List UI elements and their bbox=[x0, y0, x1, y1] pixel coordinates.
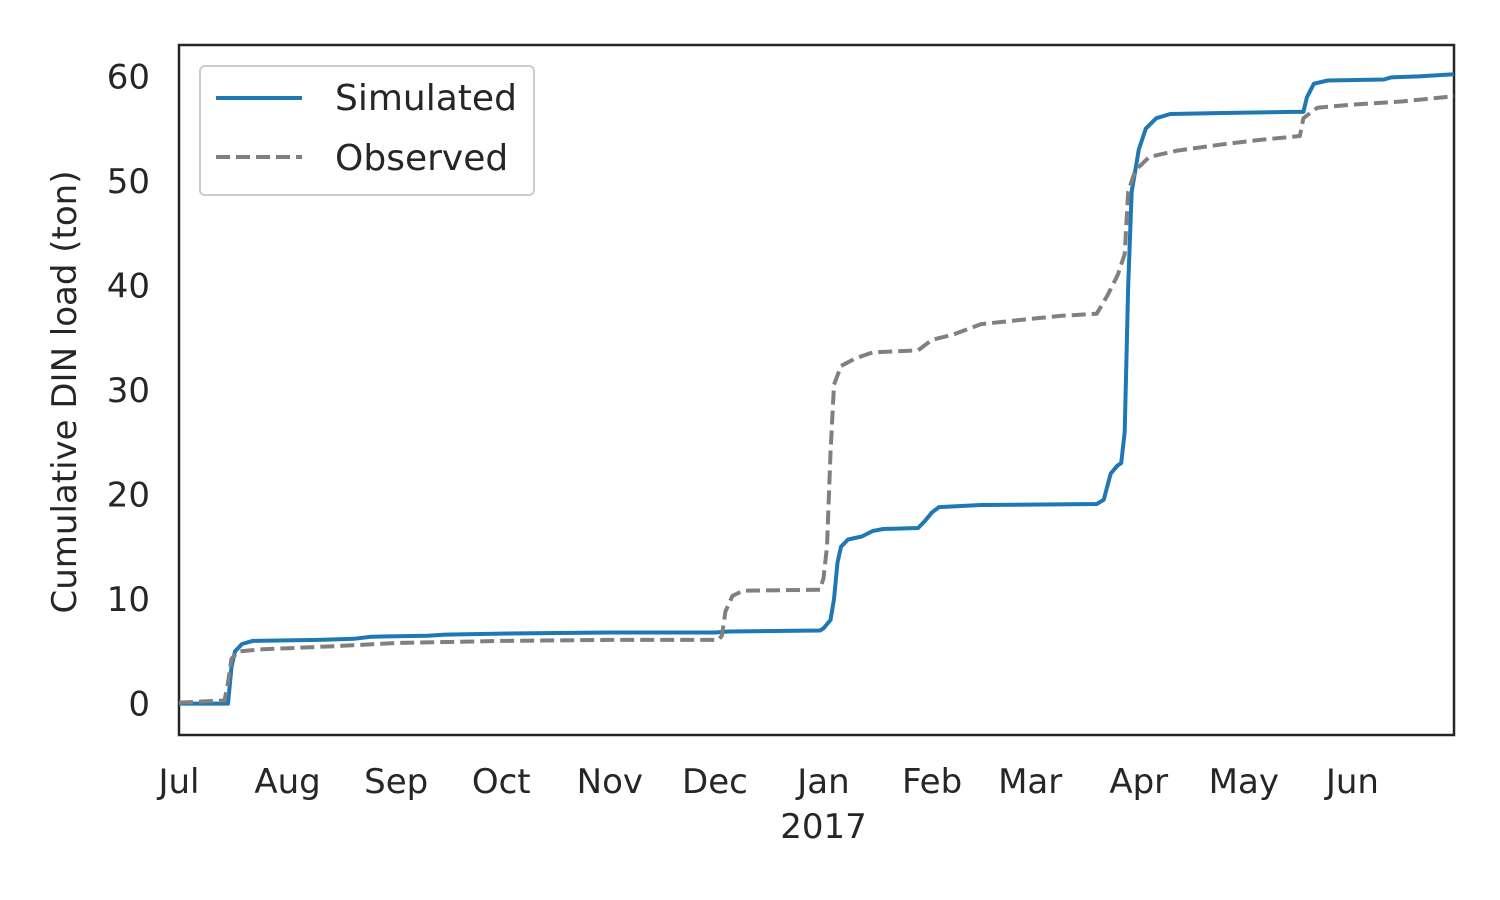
y-axis-label: Cumulative DIN load (ton) bbox=[45, 171, 85, 614]
x-tick-year-label: 2017 bbox=[780, 807, 867, 847]
series-layer bbox=[178, 72, 1455, 706]
x-tick-label: Sep bbox=[364, 762, 428, 802]
x-tick-label: May bbox=[1209, 762, 1279, 802]
x-tick-label: Apr bbox=[1109, 762, 1168, 802]
series-line-simulated bbox=[179, 72, 1455, 706]
x-tick-label: Dec bbox=[682, 762, 748, 802]
legend: Simulated Observed bbox=[199, 65, 535, 196]
y-tick-label: 20 bbox=[107, 476, 150, 516]
x-tick-label: Jun bbox=[1324, 762, 1379, 802]
x-axis-ticks: Jul Aug Sep Oct Nov Dec Jan 2017 Feb Mar Apr May Jun bbox=[156, 762, 1378, 847]
x-tick-label: Jan bbox=[795, 762, 849, 802]
y-tick-label: 30 bbox=[107, 371, 150, 411]
y-tick-label: 10 bbox=[107, 580, 150, 620]
x-tick-label: Oct bbox=[472, 762, 531, 802]
x-tick-label: Feb bbox=[902, 762, 962, 802]
y-axis-ticks: 0 10 20 30 40 50 60 bbox=[107, 57, 150, 724]
legend-label-simulated: Simulated bbox=[335, 78, 517, 119]
y-tick-label: 50 bbox=[107, 162, 150, 202]
y-tick-label: 40 bbox=[107, 266, 150, 306]
y-tick-label: 60 bbox=[107, 57, 150, 97]
x-tick-label: Jul bbox=[156, 762, 199, 802]
y-tick-label: 0 bbox=[128, 685, 150, 725]
x-tick-label: Aug bbox=[254, 762, 320, 802]
x-tick-label: Nov bbox=[577, 762, 643, 802]
x-tick-label: Mar bbox=[998, 762, 1062, 802]
legend-label-observed: Observed bbox=[335, 138, 508, 179]
series-line-observed bbox=[178, 94, 1455, 705]
